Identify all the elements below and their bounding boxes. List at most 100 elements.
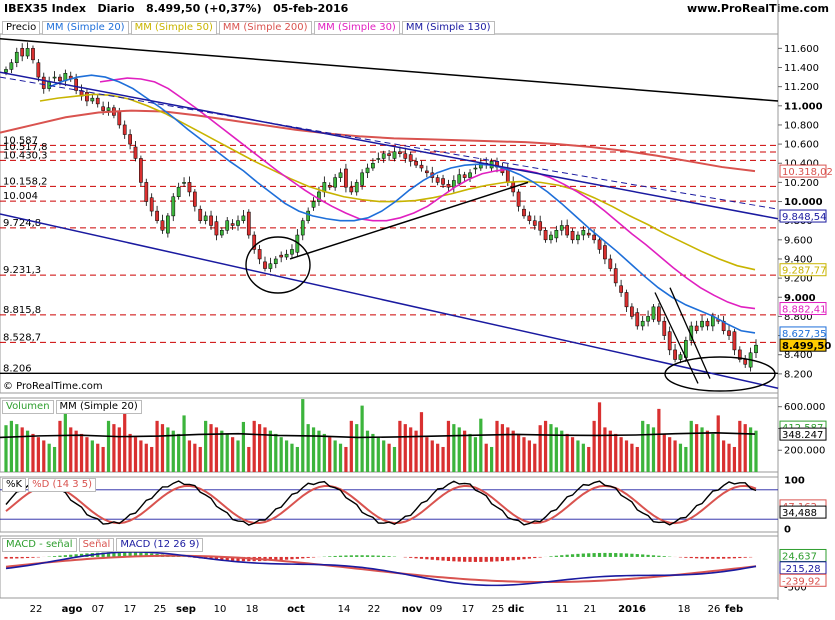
macd-hist-bar	[695, 556, 699, 559]
ma-badge-box	[779, 263, 827, 277]
candle	[128, 134, 132, 145]
candle	[662, 320, 667, 336]
volume-bar	[387, 443, 391, 472]
volume-bar	[576, 440, 580, 472]
candle	[36, 62, 41, 78]
volume-ma-badge: 348.247	[782, 430, 823, 441]
volume-bar	[306, 424, 310, 472]
candle	[338, 172, 343, 178]
candle	[667, 331, 672, 351]
volume-bar	[69, 427, 73, 472]
macd-hist-bar	[349, 555, 353, 557]
macd-hist-bar	[732, 556, 737, 559]
last-price-badge: 8.499,50	[782, 341, 831, 352]
volume-legend-item[interactable]: Volumen	[2, 400, 54, 414]
macd-legend-item[interactable]: MACD - señal	[2, 538, 77, 552]
stoch-legend-item[interactable]: %D (14 3 5)	[28, 478, 97, 492]
candle	[565, 225, 570, 236]
volume-bar	[123, 408, 127, 472]
price-legend-item[interactable]: MM (Simple 30)	[313, 21, 400, 35]
candle	[624, 292, 629, 308]
stoch-k-line	[5, 480, 757, 526]
volume-bar	[193, 443, 197, 472]
x-axis-label: ago	[62, 604, 83, 615]
macd-legend-item[interactable]: Señal	[78, 538, 115, 552]
volume-bar	[150, 446, 154, 472]
price-legend-item[interactable]: MM (Simple 20)	[42, 21, 129, 35]
volume-bar	[490, 446, 494, 472]
ma200-line	[0, 109, 756, 173]
volume-bar	[295, 446, 299, 472]
x-axis-label: 10	[214, 604, 227, 615]
candle	[694, 325, 699, 332]
macd-hist-bar	[15, 556, 19, 559]
candle	[171, 196, 176, 217]
candle	[225, 220, 230, 231]
volume-bar	[365, 430, 370, 472]
volume-legend: Volumen MM (Simple 20)	[2, 400, 144, 414]
macd-hist-bar	[117, 552, 121, 557]
price-legend-item[interactable]: MM (Simple 130)	[401, 21, 495, 35]
price-legend-item[interactable]: Precio	[2, 21, 41, 35]
price-change: (+0,37%)	[204, 2, 262, 15]
candle	[122, 124, 127, 135]
volume-bar	[117, 427, 121, 472]
volume-bar	[252, 420, 256, 472]
candle	[387, 153, 391, 156]
candle	[273, 258, 278, 265]
volume-bar	[748, 427, 753, 472]
macd-hist-bar	[711, 556, 715, 559]
candle	[559, 225, 564, 231]
macd-hist-bar	[743, 556, 747, 558]
ma-badge: 9.287,77	[782, 266, 827, 277]
macd-hist-bar	[738, 556, 742, 559]
candle	[538, 221, 543, 231]
x-axis-label: 14	[338, 604, 351, 615]
macd-hist-bar	[328, 556, 332, 557]
stoch-k-badge: 34,488	[782, 508, 817, 519]
volume-bar	[678, 443, 683, 472]
level-label: 10.158,2	[3, 176, 48, 187]
price-legend-item[interactable]: MM (Simple 50)	[130, 21, 217, 35]
volume-bar	[711, 433, 715, 472]
price-legend-item[interactable]: MM (Simple 200)	[218, 21, 312, 35]
macd-hist-bar	[727, 556, 731, 559]
macd-hist-bar	[452, 556, 456, 562]
volume-bar	[511, 430, 515, 472]
volume-bar	[328, 437, 332, 472]
macd-hist-bar	[689, 556, 693, 559]
volume-bar	[630, 443, 634, 472]
instrument-title: IBEX35 Index	[4, 2, 86, 15]
volume-bar	[570, 437, 575, 472]
candle	[360, 172, 364, 186]
volume-bar	[624, 440, 629, 472]
volume-bar	[177, 433, 181, 472]
macd-hist-bar	[301, 556, 305, 559]
ma-badge: 10.318,02	[782, 167, 833, 178]
volume-legend-item[interactable]: MM (Simple 20)	[55, 400, 142, 414]
macd-hist-bar	[495, 556, 499, 562]
macd-legend-item[interactable]: MACD (12 26 9)	[116, 538, 204, 552]
macd-hist-bar	[139, 552, 143, 557]
price-axis-label: 8.800	[784, 312, 813, 323]
candle	[176, 186, 181, 197]
volume-bar	[144, 443, 148, 472]
macd-hist-bar	[522, 556, 526, 560]
macd-hist-bar	[560, 555, 564, 557]
price-axis-label: 11.000	[784, 101, 823, 112]
macd-hist-bar	[430, 556, 434, 560]
candle	[657, 306, 661, 322]
macd-hist-bar	[344, 555, 348, 557]
annotation-circle-sep	[245, 236, 311, 294]
volume-bar	[106, 420, 111, 472]
candle	[457, 174, 462, 184]
site-link[interactable]: www.ProRealTime.com	[686, 2, 829, 15]
candle	[257, 249, 262, 260]
macd-hist-bar	[500, 556, 505, 562]
x-axis-label: oct	[287, 604, 305, 615]
price-axis-label: 11.400	[784, 63, 819, 74]
macd-hist-bar	[473, 556, 478, 562]
volume-bar	[338, 443, 343, 472]
candle	[435, 177, 440, 183]
stoch-legend-item[interactable]: %K	[2, 478, 27, 492]
